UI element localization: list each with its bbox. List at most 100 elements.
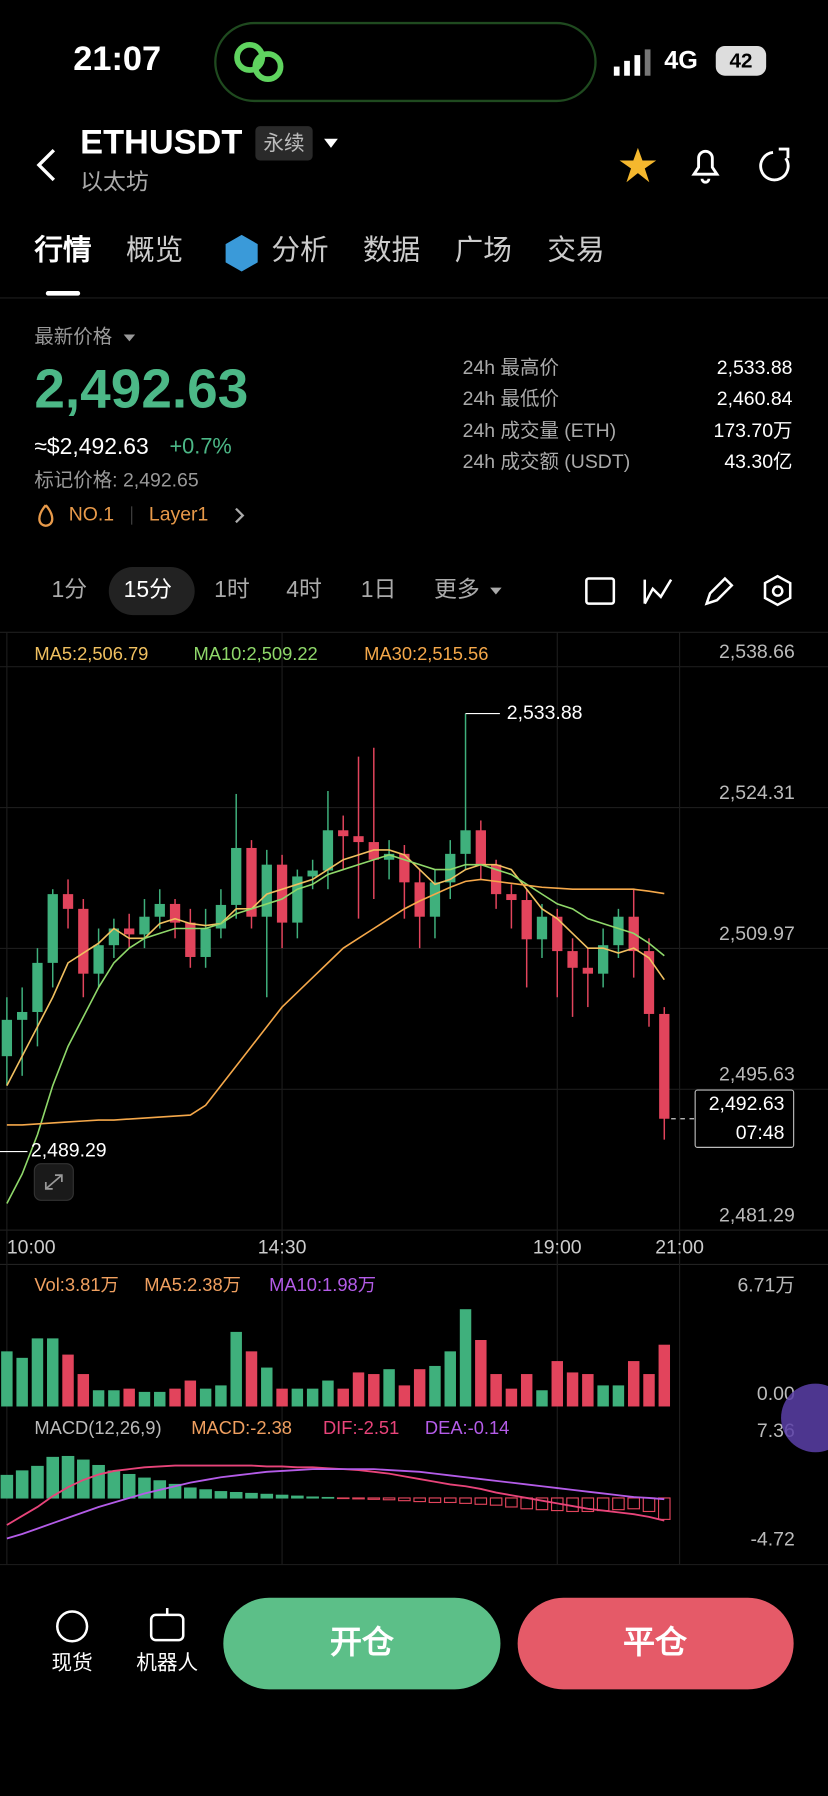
candle-body (47, 894, 58, 963)
candle-body (521, 900, 532, 940)
tab[interactable]: 概览 (126, 235, 183, 267)
tab[interactable]: 分析 (271, 235, 328, 267)
symbol-dropdown[interactable] (324, 138, 338, 148)
dynamic-island (214, 21, 597, 103)
close-label[interactable]: 平仓 (623, 1624, 688, 1660)
close-button[interactable] (517, 1597, 794, 1690)
open-label[interactable]: 开仓 (330, 1624, 395, 1660)
candle-body (154, 903, 165, 917)
usd-price: ≈$2,492.63 (34, 433, 148, 459)
candle-body (139, 916, 150, 935)
legend-entry: DEA:-0.14 (425, 1417, 509, 1438)
volume-bar (31, 1338, 44, 1407)
share-button[interactable] (759, 147, 790, 182)
interval[interactable]: 1分 (52, 576, 88, 602)
candle-body (124, 928, 135, 935)
favorite-button[interactable] (619, 147, 657, 183)
legend-entry: MA30:2,515.56 (364, 643, 488, 664)
charts: 10:00 14:30 19:00 21:00 2,538.66 2,524.31 2,50… (0, 632, 828, 1565)
chart-tools (585, 574, 792, 607)
last-price: 2,492.63 (34, 357, 248, 419)
volume-bar (62, 1354, 74, 1407)
candle-body (643, 951, 655, 1014)
volume-bar (245, 1351, 258, 1407)
volume-bar (169, 1388, 181, 1407)
interval[interactable]: 1时 (214, 576, 250, 602)
volume-bar (536, 1390, 548, 1407)
candle-body (322, 830, 334, 871)
symbol-name: 以太坊 (80, 168, 149, 194)
candle-body (307, 870, 318, 877)
tag-bg (255, 126, 313, 161)
candle-body (536, 916, 548, 940)
candle-body (261, 864, 272, 917)
volume-bar (658, 1344, 671, 1407)
tab[interactable]: 交易 (547, 235, 604, 267)
macd-bar (505, 1497, 518, 1508)
draw-tool[interactable] (704, 576, 734, 606)
macd-bar (92, 1464, 105, 1499)
candle-body (169, 903, 181, 923)
candle-body (1, 1019, 13, 1057)
macd-bar (306, 1496, 319, 1499)
volume-bar (520, 1374, 533, 1407)
volume-bar (77, 1374, 90, 1407)
y-tick-label: 2,495.63 (719, 1064, 795, 1086)
macd-title: MACD(12,26,9) (34, 1417, 161, 1438)
indicator-tool[interactable] (643, 578, 673, 605)
volume-bar (398, 1385, 411, 1407)
macd-bar (352, 1497, 365, 1500)
sector[interactable]: Layer1 (149, 504, 208, 526)
stat-label: 24h 成交额 (USDT) (463, 451, 631, 473)
price-label[interactable]: 最新价格 (34, 326, 112, 348)
candle-body (200, 928, 211, 957)
alert-button[interactable] (691, 149, 720, 184)
candle-body (292, 876, 303, 923)
interval[interactable]: 更多 (434, 576, 480, 602)
tab[interactable]: 广场 (455, 235, 512, 267)
symbol[interactable]: ETHUSDT (80, 124, 242, 162)
open-button[interactable] (223, 1597, 501, 1690)
volume-bar (322, 1380, 334, 1407)
stat-value: 43.30亿 (724, 451, 792, 473)
intervals: 1分 15分 1时 4时 1日 更多 (52, 576, 480, 602)
macd-bar (382, 1497, 396, 1501)
candle-body (429, 882, 441, 917)
volume-bar (215, 1385, 227, 1407)
legend-entry: DIF:-2.51 (323, 1417, 399, 1438)
back-button[interactable] (36, 148, 56, 182)
volume-bar (551, 1361, 563, 1407)
settings-tool[interactable] (763, 574, 792, 607)
ma-line (6, 849, 665, 1087)
macd-bar (275, 1494, 289, 1499)
floating-assistant[interactable] (781, 1383, 828, 1453)
volume-bar (582, 1374, 594, 1407)
interval[interactable]: 1日 (361, 576, 397, 602)
bot-label[interactable]: 机器人 (136, 1652, 198, 1675)
macd-bar (61, 1455, 75, 1499)
legend-entry: MA5:2,506.79 (34, 643, 148, 664)
macd-bar (398, 1497, 411, 1502)
tab[interactable]: 行情 (33, 234, 91, 267)
candle-body (475, 830, 486, 865)
y-tick-label: 2,524.31 (719, 782, 795, 804)
volume-bar (306, 1388, 319, 1407)
macd-bar (581, 1497, 595, 1513)
candle-body (353, 836, 364, 843)
fullscreen-tool[interactable] (585, 577, 616, 605)
macd-bar (138, 1477, 151, 1499)
interval[interactable]: 15分 (124, 576, 172, 602)
volume-bar (566, 1372, 579, 1407)
macd-bar (336, 1497, 350, 1500)
spot-icon[interactable] (56, 1610, 89, 1643)
candle-body (383, 853, 395, 860)
candle-body (368, 842, 379, 860)
rank[interactable]: NO.1 (69, 504, 114, 526)
interval[interactable]: 4时 (286, 576, 322, 602)
volume-bar (383, 1369, 395, 1407)
tab[interactable]: 数据 (363, 235, 420, 267)
candle-body (490, 864, 502, 895)
spot-label[interactable]: 现货 (52, 1652, 93, 1675)
volume-bar (138, 1391, 151, 1407)
volume-bar (199, 1388, 212, 1407)
